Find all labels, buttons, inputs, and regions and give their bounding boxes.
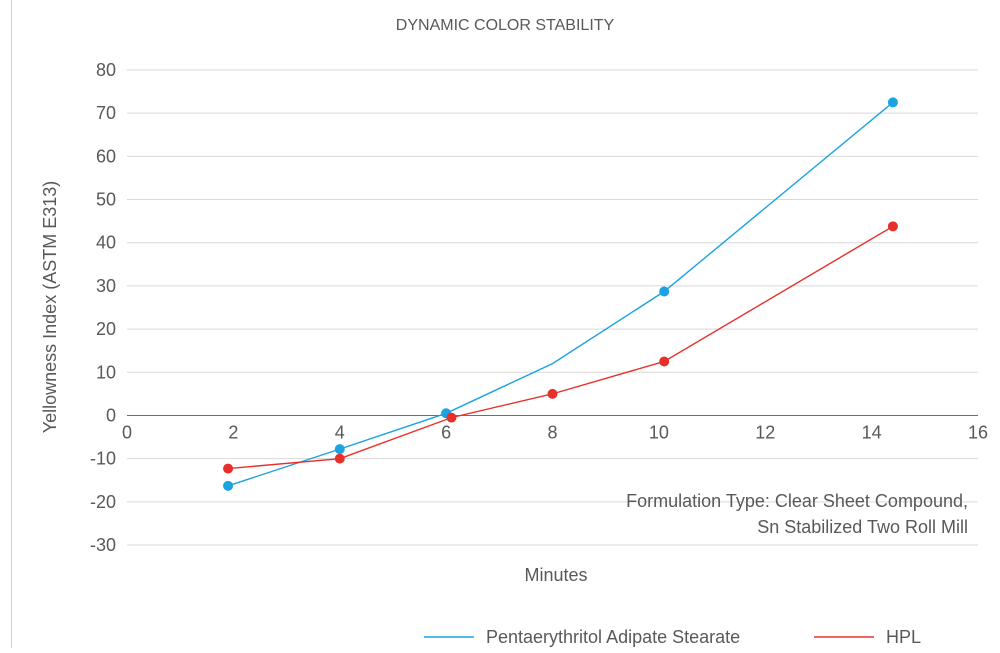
data-point bbox=[659, 356, 670, 367]
data-point bbox=[223, 463, 234, 474]
y-tick-label: 60 bbox=[96, 146, 116, 166]
y-tick-label: 50 bbox=[96, 190, 116, 210]
x-tick-label: 14 bbox=[862, 422, 882, 442]
y-axis-label: Yellowness Index (ASTM E313) bbox=[40, 181, 60, 433]
data-point bbox=[887, 221, 898, 232]
annotation-line: Formulation Type: Clear Sheet Compound, bbox=[626, 491, 968, 511]
series-group bbox=[223, 97, 898, 491]
y-tick-label: 30 bbox=[96, 276, 116, 296]
data-point bbox=[446, 412, 457, 423]
data-point bbox=[547, 388, 558, 399]
x-tick-label: 10 bbox=[649, 422, 669, 442]
data-point bbox=[659, 286, 670, 297]
x-tick-label: 4 bbox=[335, 422, 345, 442]
x-tick-label: 2 bbox=[228, 422, 238, 442]
x-tick-label: 0 bbox=[122, 422, 132, 442]
chart-title: DYNAMIC COLOR STABILITY bbox=[396, 17, 615, 34]
x-axis-label: Minutes bbox=[524, 565, 587, 585]
y-tick-label: -10 bbox=[90, 449, 116, 469]
legend-label: Pentaerythritol Adipate Stearate bbox=[486, 627, 740, 647]
y-tick-labels: 80 70 60 50 40 30 20 10 0 -10 -20 -30 bbox=[90, 60, 116, 555]
y-tick-label: 20 bbox=[96, 319, 116, 339]
y-tick-label: 70 bbox=[96, 103, 116, 123]
data-point bbox=[223, 480, 234, 491]
gridlines bbox=[127, 69, 978, 546]
data-point bbox=[334, 444, 345, 455]
legend-label: HPL bbox=[886, 627, 921, 647]
x-tick-label: 6 bbox=[441, 422, 451, 442]
series-line bbox=[227, 101, 894, 487]
x-tick-labels: 0 2 4 6 8 10 12 14 16 bbox=[122, 422, 988, 442]
annotation-line: Sn Stabilized Two Roll Mill bbox=[757, 517, 968, 537]
x-tick-label: 12 bbox=[755, 422, 775, 442]
x-tick-label: 8 bbox=[547, 422, 557, 442]
y-tick-label: 80 bbox=[96, 60, 116, 80]
series-line bbox=[227, 225, 894, 470]
x-tick-label: 16 bbox=[968, 422, 988, 442]
y-tick-label: 10 bbox=[96, 362, 116, 382]
data-point bbox=[334, 453, 345, 464]
y-tick-label: -20 bbox=[90, 492, 116, 512]
data-point bbox=[887, 97, 898, 108]
y-tick-label: 0 bbox=[106, 405, 116, 425]
frame-border bbox=[11, 0, 12, 648]
formulation-annotation: Formulation Type: Clear Sheet Compound, S… bbox=[626, 491, 968, 537]
y-tick-label: -30 bbox=[90, 535, 116, 555]
y-tick-label: 40 bbox=[96, 233, 116, 253]
legend: Pentaerythritol Adipate Stearate HPL bbox=[424, 627, 921, 647]
